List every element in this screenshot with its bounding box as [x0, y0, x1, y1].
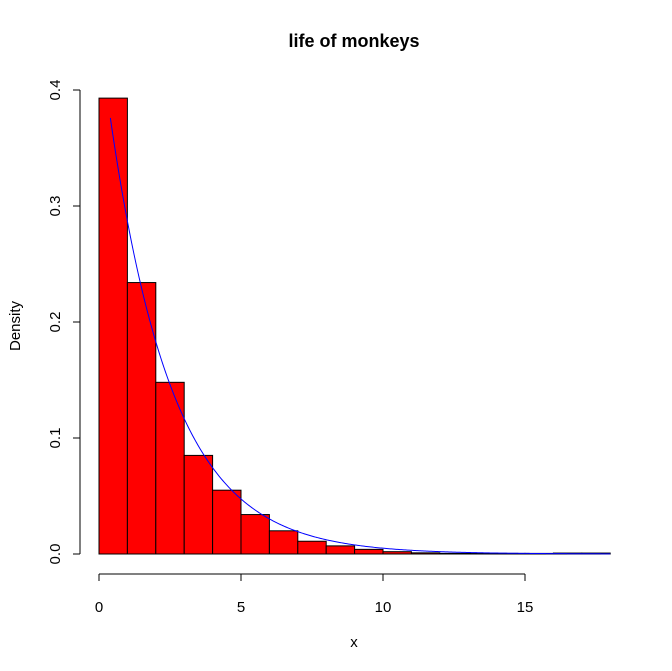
histogram-bar-1	[126, 282, 157, 555]
y-tick-label-2: 0.2	[47, 312, 64, 333]
histogram-bar-9	[354, 548, 384, 555]
histogram-bar-2	[155, 381, 185, 555]
x-axis-label: x	[350, 634, 358, 651]
histogram-bar-7	[297, 540, 327, 555]
y-axis-label: Density	[7, 300, 24, 351]
histogram-bar-5	[240, 514, 270, 555]
histogram-bar-4	[212, 489, 242, 555]
histogram-bar-11	[410, 552, 441, 555]
density-curve	[109, 117, 611, 555]
histogram-bar-13	[467, 552, 498, 555]
x-axis: 0 5 10 15	[95, 573, 534, 616]
x-tick-label-0: 0	[95, 599, 103, 616]
chart-title: life of monkeys	[288, 31, 419, 51]
histogram-bar-3	[183, 454, 214, 555]
y-tick-label-3: 0.3	[47, 196, 64, 217]
y-tick-label-0: 0.0	[47, 544, 64, 565]
x-tick-label-1: 5	[237, 599, 245, 616]
histogram-bar-6	[268, 530, 299, 555]
histogram-bar-12	[439, 552, 469, 555]
histogram-bars	[98, 97, 611, 555]
histogram-bar-0	[98, 97, 128, 555]
histogram-bar-8	[325, 545, 356, 555]
y-tick-label-4: 0.4	[47, 80, 64, 101]
x-tick-label-2: 10	[375, 599, 392, 616]
x-tick-label-3: 15	[517, 599, 534, 616]
histogram-bar-10	[382, 551, 412, 555]
y-tick-label-1: 0.1	[47, 428, 64, 449]
y-axis: 0.0 0.1 0.2 0.3 0.4	[47, 80, 81, 565]
